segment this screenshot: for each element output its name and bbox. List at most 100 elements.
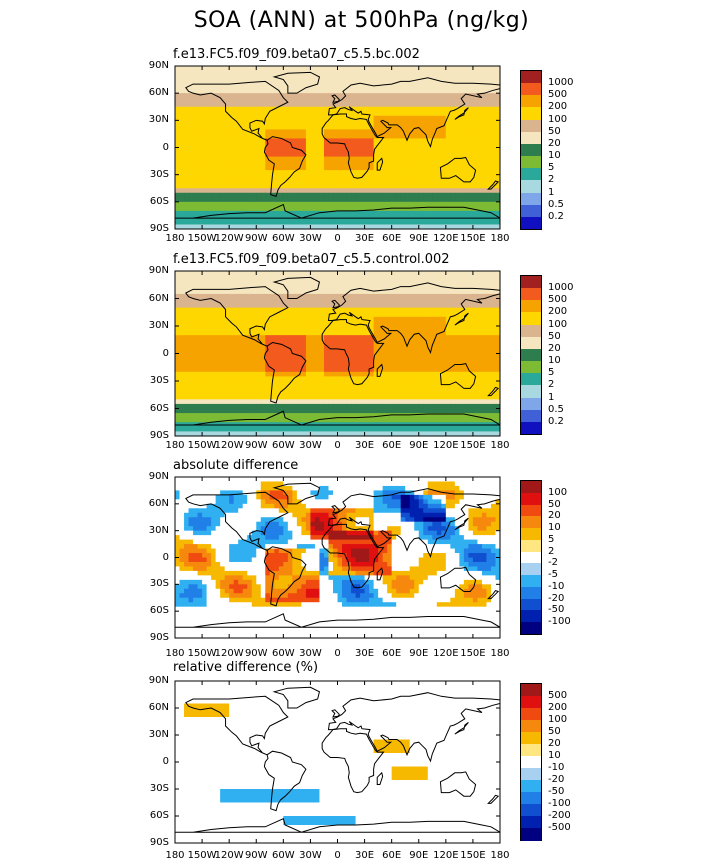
field-cell — [400, 192, 406, 198]
field-cell — [463, 408, 470, 414]
field-cell — [179, 326, 185, 332]
field-cell — [427, 197, 433, 203]
field-cell — [220, 219, 226, 226]
field-cell — [454, 399, 460, 405]
field-cell — [278, 93, 284, 99]
field-cell — [224, 371, 230, 378]
field-cell — [445, 348, 451, 355]
field-cell — [310, 138, 316, 144]
field-cell — [481, 224, 488, 229]
field-cell — [202, 138, 208, 144]
field-cell — [382, 192, 388, 198]
field-cell — [283, 417, 289, 423]
field-cell — [260, 298, 266, 304]
field-cell — [265, 417, 271, 423]
field-cell — [265, 170, 271, 176]
field-cell — [251, 66, 257, 72]
field-cell — [211, 367, 217, 373]
field-cell — [490, 381, 497, 387]
field-cell — [382, 188, 388, 194]
field-cell — [418, 224, 424, 229]
field-cell — [369, 385, 375, 391]
field-cell — [486, 115, 492, 121]
field-cell — [468, 303, 474, 309]
field-cell — [346, 376, 352, 382]
field-cell — [396, 362, 402, 368]
field-cell — [278, 403, 284, 410]
field-cell — [323, 165, 330, 171]
field-cell — [378, 120, 384, 126]
field-cell — [481, 206, 488, 212]
field-cell — [314, 321, 321, 327]
field-cell — [224, 179, 230, 185]
field-cell — [292, 161, 298, 167]
field-cell — [323, 312, 330, 318]
field-cell — [400, 284, 406, 290]
field-cell — [184, 133, 190, 140]
field-cell — [373, 408, 379, 414]
field-cell — [409, 399, 415, 405]
field-cell — [332, 358, 339, 364]
field-cell — [256, 120, 262, 126]
field-cell — [238, 197, 244, 203]
field-cell — [355, 390, 361, 396]
field-cell — [292, 376, 298, 382]
field-cell — [427, 335, 433, 341]
field-cell — [418, 339, 424, 345]
field-cell — [328, 399, 334, 405]
field-cell — [314, 399, 321, 405]
field-cell — [256, 174, 262, 180]
field-cell — [373, 174, 379, 180]
field-cell — [441, 97, 447, 103]
field-cell — [468, 280, 474, 286]
field-cell — [342, 348, 348, 355]
field-cell — [382, 362, 388, 368]
field-cell — [220, 284, 226, 290]
field-cell — [251, 70, 257, 76]
field-cell — [211, 133, 217, 140]
field-cell — [414, 275, 420, 281]
field-cell — [468, 165, 474, 171]
field-cell — [310, 188, 316, 194]
field-cell — [351, 385, 357, 391]
field-cell — [193, 275, 199, 281]
field-cell — [459, 385, 465, 391]
field-cell — [310, 147, 316, 153]
field-cell — [251, 129, 257, 135]
field-cell — [323, 106, 330, 112]
field-cell — [314, 201, 321, 207]
field-cell — [328, 156, 334, 162]
field-cell — [215, 408, 221, 414]
field-cell — [211, 376, 217, 382]
field-cell — [481, 106, 488, 112]
field-cell — [369, 165, 375, 171]
field-cell — [486, 201, 492, 207]
field-cell — [296, 376, 302, 382]
field-cell — [188, 120, 194, 126]
field-cell — [477, 413, 483, 419]
field-cell — [193, 161, 199, 167]
field-cell — [197, 124, 203, 130]
field-cell — [364, 142, 370, 149]
field-cell — [260, 156, 266, 162]
field-cell — [215, 344, 221, 350]
field-cell — [400, 206, 406, 212]
field-cell — [369, 115, 375, 121]
field-cell — [387, 161, 393, 167]
field-cell — [292, 88, 298, 94]
field-cell — [409, 385, 415, 391]
field-cell — [454, 133, 460, 140]
field-cell — [490, 224, 497, 229]
field-cell — [332, 138, 339, 144]
field-cell — [197, 192, 203, 198]
field-cell — [364, 152, 370, 158]
field-cell — [229, 192, 235, 198]
field-cell — [445, 390, 451, 396]
field-cell — [305, 138, 312, 144]
field-cell — [427, 129, 433, 135]
field-cell — [247, 88, 253, 94]
field-cell — [193, 79, 199, 85]
field-cell — [441, 152, 447, 158]
field-cell — [319, 353, 325, 359]
field-cell — [400, 403, 406, 410]
